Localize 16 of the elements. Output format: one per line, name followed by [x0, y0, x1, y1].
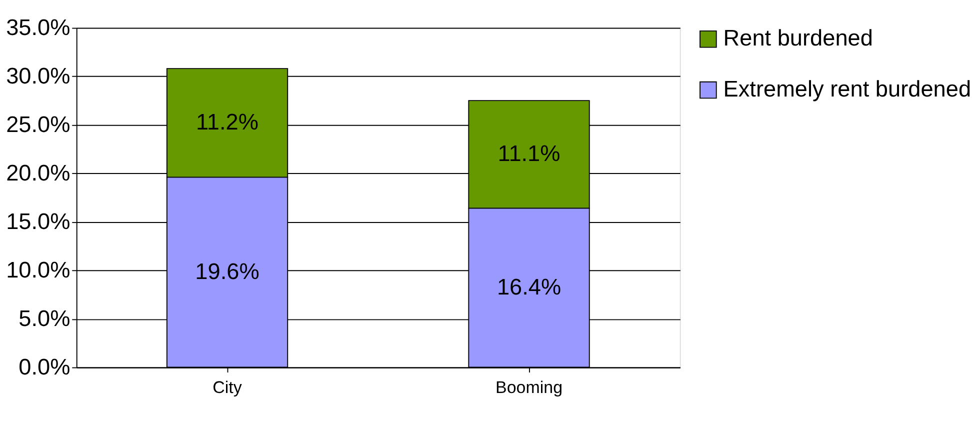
y-tick-label: 25.0%: [6, 112, 70, 137]
data-label: 19.6%: [195, 258, 260, 284]
x-tick-label: City: [212, 378, 242, 398]
y-tick-label: 30.0%: [6, 63, 70, 88]
y-tick-label: 10.0%: [6, 257, 70, 282]
y-tick-label: 0.0%: [18, 354, 70, 380]
data-label: 16.4%: [496, 274, 562, 300]
data-label: 11.2%: [196, 109, 259, 134]
data-label: 11.1%: [498, 140, 560, 166]
y-tick-label: 15.0%: [6, 208, 70, 234]
y-tick-label: 5.0%: [18, 306, 70, 331]
legend-label: Rent burdened: [723, 26, 873, 51]
legend-label: Extremely rent burdened: [723, 76, 972, 102]
y-tick-label: 35.0%: [6, 14, 70, 40]
y-tick-label: 20.0%: [6, 160, 70, 186]
x-tick-label: Booming: [496, 378, 563, 398]
